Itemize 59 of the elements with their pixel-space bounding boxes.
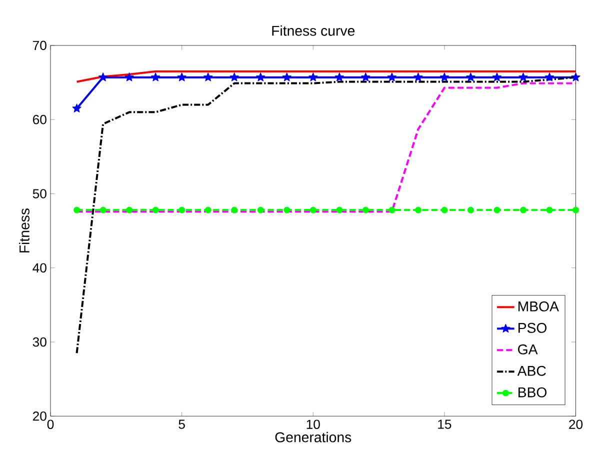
point <box>492 72 502 82</box>
point <box>440 72 450 82</box>
point <box>126 207 133 214</box>
x-tick-label: 5 <box>178 420 185 430</box>
y-axis-title: Fitness <box>19 208 30 253</box>
point <box>256 72 266 82</box>
point <box>334 72 344 82</box>
point <box>231 207 238 214</box>
point <box>362 207 369 214</box>
y-tick-label: 30 <box>32 338 46 347</box>
point <box>518 72 528 82</box>
legend-label: ABC <box>517 366 546 376</box>
point <box>572 207 579 214</box>
y-tick-label: 40 <box>32 263 46 273</box>
point <box>257 207 264 214</box>
point <box>204 207 212 214</box>
point <box>467 207 474 214</box>
point <box>520 207 526 214</box>
legend-label: GA <box>518 344 538 355</box>
point <box>98 72 108 82</box>
x-tick-label: 0 <box>47 420 54 430</box>
x-tick-label: 20 <box>569 420 583 430</box>
point <box>72 104 82 113</box>
point <box>152 207 159 214</box>
point <box>100 207 106 214</box>
legend-label: BBO <box>518 388 547 398</box>
point <box>230 72 239 82</box>
point <box>361 72 370 82</box>
point <box>284 207 290 214</box>
y-tick-label: 50 <box>32 189 46 199</box>
point <box>308 72 318 82</box>
y-tick-label: 60 <box>33 115 46 124</box>
point <box>441 207 448 214</box>
point <box>310 207 316 214</box>
point <box>388 207 396 214</box>
point <box>282 72 292 82</box>
point <box>204 72 213 82</box>
legend-label: PSO <box>518 323 547 334</box>
x-axis-title: Generations <box>275 432 352 442</box>
point <box>150 72 160 82</box>
point <box>494 207 500 214</box>
point <box>387 72 396 82</box>
point <box>177 72 186 82</box>
point <box>124 72 134 82</box>
point <box>336 207 343 214</box>
point <box>544 72 554 82</box>
legend-label: MBOA <box>518 302 559 312</box>
chart-title: Fitness curve <box>272 26 355 36</box>
point <box>414 72 423 82</box>
x-tick-label: 15 <box>438 420 452 430</box>
point <box>178 207 186 214</box>
point <box>74 207 80 214</box>
point <box>546 207 553 214</box>
y-tick-label: 20 <box>33 412 46 421</box>
point <box>414 207 422 214</box>
point <box>466 72 476 82</box>
point <box>571 72 580 82</box>
x-tick-label: 10 <box>306 420 320 430</box>
y-tick-label: 70 <box>33 41 46 50</box>
